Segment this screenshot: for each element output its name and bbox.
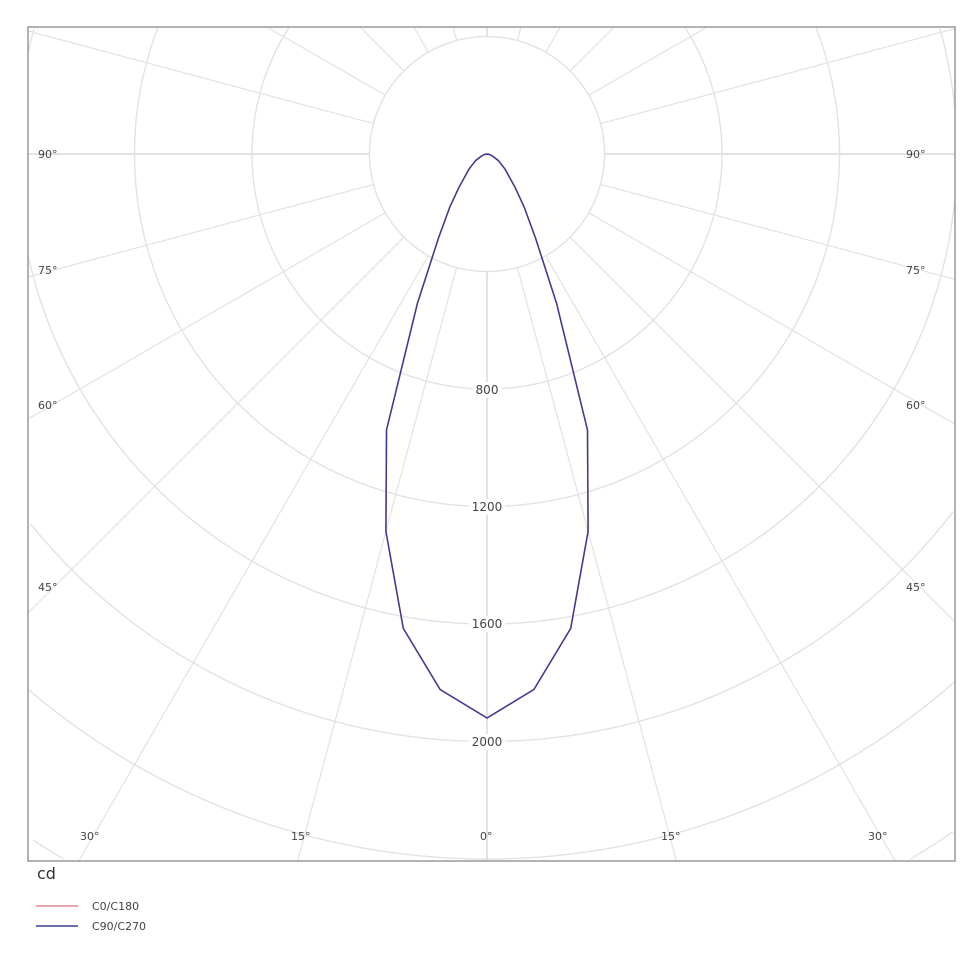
grid-ring — [28, 681, 955, 860]
radial-tick-label: 2000 — [472, 735, 503, 749]
grid-spoke — [27, 183, 374, 278]
curves — [385, 153, 589, 719]
angle-label: 45° — [38, 581, 58, 594]
grid-ring — [32, 831, 954, 860]
label-background — [468, 499, 506, 515]
label-background — [468, 734, 506, 750]
grid-spoke — [452, 26, 458, 41]
angle-label: 90° — [906, 148, 926, 161]
grid-spoke — [78, 255, 429, 862]
grid-spoke — [545, 26, 561, 53]
radial-tick-label: 1600 — [472, 617, 503, 631]
grid-ring — [27, 28, 956, 625]
angle-label: 15° — [291, 830, 311, 843]
label-background — [468, 616, 506, 632]
angle-label: 45° — [906, 581, 926, 594]
grid-ring — [133, 27, 841, 508]
grid-spoke — [297, 267, 458, 862]
radial-tick-labels: 800 1200 1600 2000 — [468, 382, 506, 750]
grid-spoke — [569, 26, 615, 72]
grid-spoke — [27, 30, 374, 125]
angle-label: 30° — [868, 830, 888, 843]
grid-spoke — [27, 236, 405, 614]
angle-label: 60° — [38, 399, 58, 412]
angle-labels-left: 90° 75° 60° 45° — [38, 148, 58, 594]
grid-spoke — [516, 267, 677, 862]
legend-label: C90/C270 — [92, 920, 146, 933]
plot-frame — [27, 26, 956, 862]
angle-label: 0° — [480, 830, 493, 843]
angle-label: 75° — [38, 264, 58, 277]
legend-label: C0/C180 — [92, 900, 139, 913]
grid-spoke — [27, 212, 386, 420]
grid-spoke — [600, 183, 956, 280]
grid-spoke — [359, 26, 405, 72]
legend: C0/C180 C90/C270 — [36, 900, 146, 933]
angle-labels-right: 90° 75° 60° 45° — [906, 148, 926, 594]
grid-spoke — [569, 236, 956, 623]
grid-spoke — [413, 26, 429, 53]
grid-ring — [368, 35, 606, 273]
grid-spoke — [545, 255, 896, 862]
grid-ring — [29, 511, 954, 743]
series-curve-c90-c270 — [385, 153, 589, 719]
grid-spoke — [588, 26, 708, 96]
grid-spoke — [266, 26, 386, 96]
polar-grid — [27, 26, 956, 862]
angle-label: 60° — [906, 399, 926, 412]
radial-tick-label: 1200 — [472, 500, 503, 514]
angle-label: 15° — [661, 830, 681, 843]
grid-ring — [251, 27, 723, 390]
grid-spoke — [600, 28, 956, 125]
grid-spoke — [588, 212, 956, 425]
angle-label: 30° — [80, 830, 100, 843]
angle-label: 75° — [906, 264, 926, 277]
angle-label: 90° — [38, 148, 58, 161]
grid-spoke — [516, 26, 522, 41]
unit-label: cd — [37, 864, 56, 883]
label-background — [472, 382, 502, 398]
radial-tick-label: 800 — [476, 383, 499, 397]
angle-labels-bottom: 30° 15° 0° 15° 30° — [80, 830, 888, 843]
